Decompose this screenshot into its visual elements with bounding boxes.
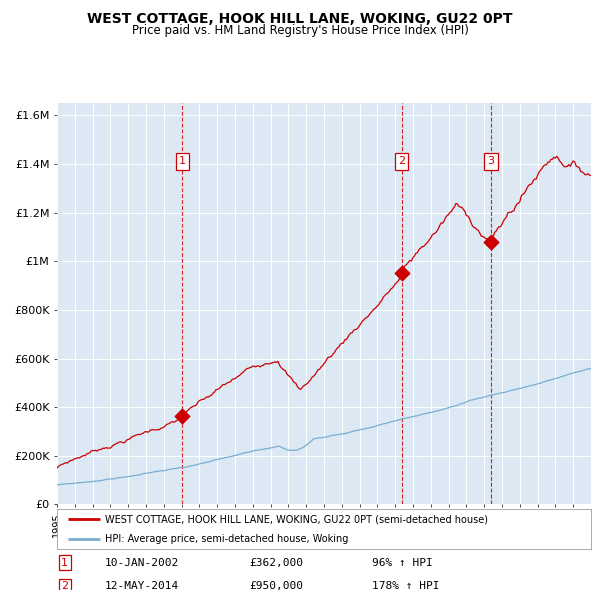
Text: WEST COTTAGE, HOOK HILL LANE, WOKING, GU22 0PT (semi-detached house): WEST COTTAGE, HOOK HILL LANE, WOKING, GU…	[105, 514, 488, 525]
Text: £362,000: £362,000	[249, 558, 303, 568]
Text: £950,000: £950,000	[249, 582, 303, 590]
Text: 1: 1	[61, 558, 68, 568]
Point	[397, 268, 407, 278]
Text: WEST COTTAGE, HOOK HILL LANE, WOKING, GU22 0PT: WEST COTTAGE, HOOK HILL LANE, WOKING, GU…	[87, 12, 513, 26]
Text: Price paid vs. HM Land Registry's House Price Index (HPI): Price paid vs. HM Land Registry's House …	[131, 24, 469, 37]
Text: 1: 1	[179, 156, 185, 166]
Point	[486, 237, 496, 247]
Text: HPI: Average price, semi-detached house, Woking: HPI: Average price, semi-detached house,…	[105, 535, 349, 545]
Text: 2: 2	[398, 156, 406, 166]
Text: 178% ↑ HPI: 178% ↑ HPI	[372, 582, 439, 590]
Text: 3: 3	[487, 156, 494, 166]
Text: 96% ↑ HPI: 96% ↑ HPI	[372, 558, 433, 568]
Text: 10-JAN-2002: 10-JAN-2002	[105, 558, 179, 568]
Text: 12-MAY-2014: 12-MAY-2014	[105, 582, 179, 590]
Text: 2: 2	[61, 582, 68, 590]
Point	[178, 412, 187, 421]
